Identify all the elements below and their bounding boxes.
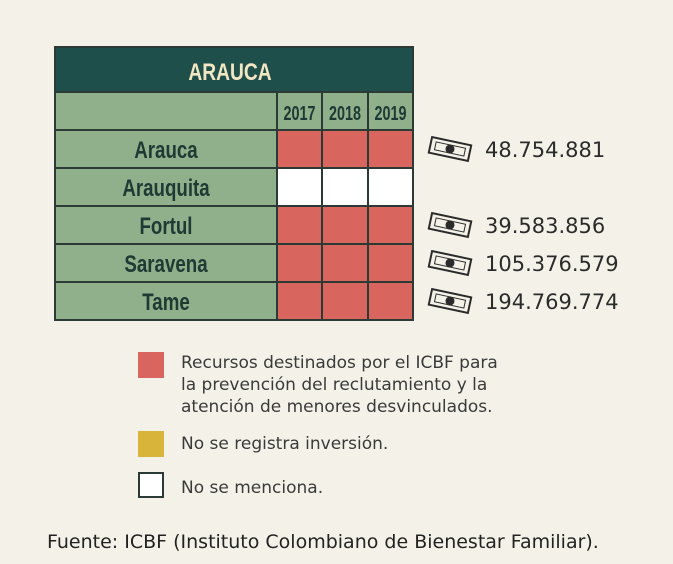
amount-value: 48.754.881 [485,138,606,162]
year-header-cell [276,91,323,131]
cell-white [276,167,323,207]
cell-red [367,129,414,169]
cell-red [321,129,369,169]
amount-value: 105.376.579 [485,252,619,276]
investment-table: ARAUCA 2017 2018 2019 Arauca Arauquita Fortul S… [54,46,414,321]
money-bill-icon [427,287,473,315]
chart-title: ARAUCA [188,58,271,86]
amount-icons [427,135,473,315]
legend-text-no-investment: No se registra inversión. [181,434,389,454]
money-bill-icon [427,135,473,163]
year-header-cell [321,91,369,131]
cell-red [367,281,414,321]
row-label-saravena: Saravena [124,251,208,278]
cell-red [276,129,323,169]
cell-red [276,205,323,245]
cell-red [367,205,414,245]
legend-text-resources: Recursos destinados por el ICBF para la … [181,353,498,417]
money-bill-icon [427,249,473,277]
cell-red [321,243,369,283]
money-bill-icon [427,211,473,239]
legend-item-not-mentioned: No se menciona. [138,472,323,499]
cell-red [276,243,323,283]
amount-value: 194.769.774 [485,290,619,314]
row-label-tame: Tame [142,289,190,316]
amount-value: 39.583.856 [485,214,606,238]
cell-red [321,281,369,321]
cell-red [367,243,414,283]
year-label-2018: 2018 [329,102,361,125]
title-bar [55,47,413,92]
legend-item-resources: Recursos destinados por el ICBF para la … [138,352,498,418]
year-label-2017: 2017 [283,102,315,125]
row-label-arauca: Arauca [134,137,198,164]
year-label-2019: 2019 [374,102,406,125]
legend-text-not-mentioned: No se menciona. [181,478,324,498]
row-label-arauquita: Arauquita [122,175,210,202]
legend-item-no-investment: No se registra inversión. [138,431,388,457]
cell-white [321,167,369,207]
legend-swatch-white [138,472,164,498]
legend-swatch-red [138,352,164,378]
table-border [54,46,414,321]
legend-swatch-yellow [138,431,164,457]
source-note: Fuente: ICBF (Instituto Colombiano de Bi… [47,531,599,553]
row-label-fortul: Fortul [139,213,192,240]
cell-red [276,281,323,321]
cell-white [367,167,414,207]
cell-red [321,205,369,245]
